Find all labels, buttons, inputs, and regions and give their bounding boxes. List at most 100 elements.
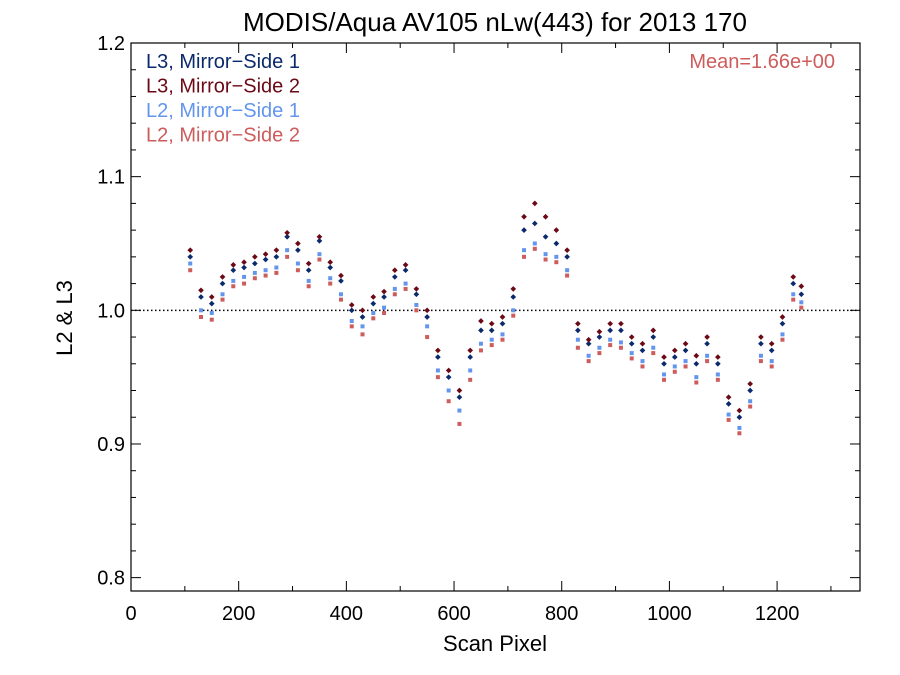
data-point: [488, 327, 495, 334]
data-point: [791, 297, 796, 302]
data-point: [791, 292, 796, 297]
data-point: [391, 267, 398, 274]
data-point: [758, 340, 764, 347]
data-point: [499, 314, 506, 320]
data-point: [575, 327, 581, 334]
data-point: [456, 387, 463, 394]
y-tick-label: 1.0: [97, 300, 125, 322]
data-point: [790, 274, 797, 280]
data-point: [510, 286, 517, 292]
data-point: [715, 360, 721, 367]
data-point: [736, 407, 743, 414]
data-point: [531, 200, 538, 207]
data-point: [478, 327, 484, 334]
data-point: [328, 276, 333, 281]
y-tick-label: 0.8: [97, 568, 125, 590]
data-point: [651, 345, 656, 350]
data-point: [209, 317, 214, 322]
data-point: [662, 372, 667, 377]
data-point: [241, 259, 247, 266]
data-point: [629, 351, 634, 356]
data-point: [542, 233, 549, 240]
data-point: [779, 314, 786, 320]
data-point: [672, 369, 677, 374]
data-point: [273, 247, 280, 253]
data-point: [478, 348, 483, 353]
data-point: [500, 337, 505, 342]
data-point: [435, 375, 440, 380]
data-point: [382, 310, 387, 315]
data-point: [187, 247, 194, 253]
data-point: [768, 347, 775, 354]
data-point: [737, 431, 742, 436]
data-point: [402, 267, 409, 274]
data-point: [370, 294, 377, 300]
data-point: [704, 340, 710, 347]
x-tick-label: 600: [437, 603, 470, 625]
data-point: [317, 252, 322, 257]
data-point: [608, 337, 613, 342]
data-point: [565, 268, 570, 273]
data-point: [650, 334, 657, 340]
data-point: [424, 314, 430, 320]
legend: L3, Mirror−Side 1L3, Mirror−Side 2L2, Mi…: [146, 51, 300, 147]
data-point: [629, 356, 634, 361]
data-point: [391, 274, 398, 280]
data-point: [348, 307, 355, 314]
data-point: [672, 364, 677, 369]
data-point: [511, 308, 516, 313]
data-point: [575, 337, 580, 342]
data-point: [618, 320, 624, 327]
data-point: [769, 359, 774, 364]
data-point: [273, 254, 280, 260]
data-point: [468, 377, 473, 382]
data-point: [295, 261, 300, 266]
data-point: [382, 305, 387, 310]
data-point: [522, 248, 527, 253]
data-point: [736, 414, 743, 421]
data-point: [628, 334, 635, 340]
y-axis-label: L2 & L3: [52, 280, 77, 356]
data-point: [607, 320, 614, 327]
axis-ticks-layer: 0 200 400 600 800 1000 1200 0.8 0.9 1.0 1.1 1.2: [97, 33, 860, 625]
data-point: [295, 240, 301, 247]
data-point: [252, 270, 257, 275]
y-tick-label: 0.9: [97, 434, 125, 456]
data-point: [521, 227, 527, 233]
data-point: [435, 347, 441, 354]
data-point: [285, 248, 290, 253]
data-point: [413, 291, 420, 298]
data-point: [371, 316, 376, 321]
data-point: [370, 300, 377, 307]
data-point: [457, 421, 462, 426]
data-point: [284, 233, 290, 240]
data-point: [575, 345, 580, 350]
data-point: [262, 256, 269, 263]
data-point: [457, 408, 462, 413]
data-point: [445, 374, 452, 380]
data-point: [542, 213, 549, 220]
data-point: [705, 353, 710, 358]
data-point: [640, 364, 645, 369]
data-point: [597, 351, 602, 356]
data-point: [694, 380, 699, 385]
data-point: [338, 278, 344, 284]
data-point: [575, 320, 581, 327]
data-point: [317, 257, 322, 262]
x-tick-label: 200: [222, 603, 255, 625]
data-point: [456, 394, 463, 401]
data-point: [414, 308, 419, 313]
data-point: [585, 336, 592, 343]
data-point: [381, 288, 387, 295]
data-point: [489, 337, 494, 342]
data-point: [392, 286, 397, 291]
data-point: [446, 399, 451, 404]
data-point: [521, 213, 527, 220]
data-point: [543, 257, 548, 262]
data-point: [500, 332, 505, 337]
data-point: [274, 270, 279, 275]
legend-entry: L3, Mirror−Side 2: [146, 76, 300, 98]
data-point: [768, 340, 775, 347]
data-point: [230, 267, 237, 274]
data-point: [230, 262, 237, 268]
